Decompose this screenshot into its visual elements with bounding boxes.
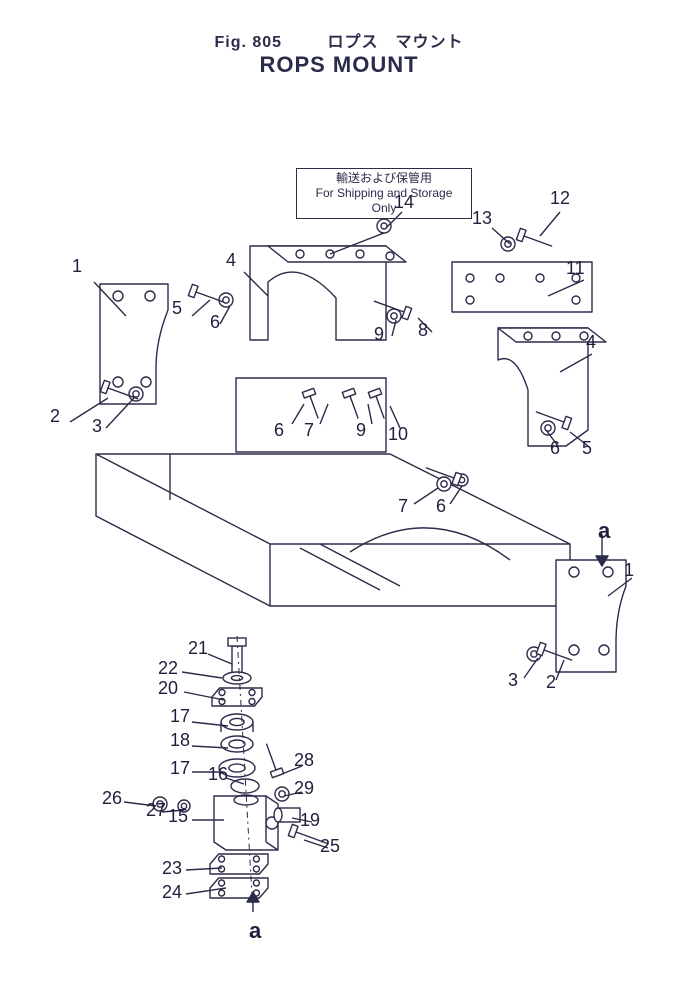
callout-6: 6 (550, 438, 560, 459)
callout-26: 26 (102, 788, 122, 809)
callout-7: 7 (304, 420, 314, 441)
callout-15: 15 (168, 806, 188, 827)
callout-3: 3 (508, 670, 518, 691)
callout-4: 4 (226, 250, 236, 271)
callout-28: 28 (294, 750, 314, 771)
callout-1: 1 (624, 560, 634, 581)
callout-8: 8 (418, 320, 428, 341)
callout-22: 22 (158, 658, 178, 679)
section-letter: a (598, 518, 610, 544)
callout-9: 9 (356, 420, 366, 441)
callout-2: 2 (50, 406, 60, 427)
callout-11: 11 (566, 258, 585, 279)
callout-24: 24 (162, 882, 182, 903)
callout-5: 5 (582, 438, 592, 459)
callout-18: 18 (170, 730, 190, 751)
callout-2: 2 (546, 672, 556, 693)
callout-25: 25 (320, 836, 340, 857)
callout-27: 27 (146, 800, 166, 821)
page: Fig. 805 ロプス マウント ROPS MOUNT 輸送および保管用 Fo… (0, 0, 678, 985)
callout-12: 12 (550, 188, 570, 209)
callout-7: 7 (398, 496, 408, 517)
callout-16: 16 (208, 764, 228, 785)
callout-29: 29 (294, 778, 314, 799)
callout-17: 17 (170, 706, 190, 727)
callout-23: 23 (162, 858, 182, 879)
callout-4: 4 (586, 332, 596, 353)
callout-3: 3 (92, 416, 102, 437)
callout-10: 10 (388, 424, 408, 445)
callout-9: 9 (374, 324, 384, 345)
callout-21: 21 (188, 638, 208, 659)
callout-6: 6 (436, 496, 446, 517)
callout-14: 14 (394, 192, 414, 213)
callout-1: 1 (72, 256, 82, 277)
callout-20: 20 (158, 678, 178, 699)
callout-17: 17 (170, 758, 190, 779)
callout-13: 13 (472, 208, 492, 229)
callout-6: 6 (274, 420, 284, 441)
callout-6: 6 (210, 312, 220, 333)
section-letter: a (249, 918, 261, 944)
callout-19: 19 (300, 810, 320, 831)
callout-5: 5 (172, 298, 182, 319)
